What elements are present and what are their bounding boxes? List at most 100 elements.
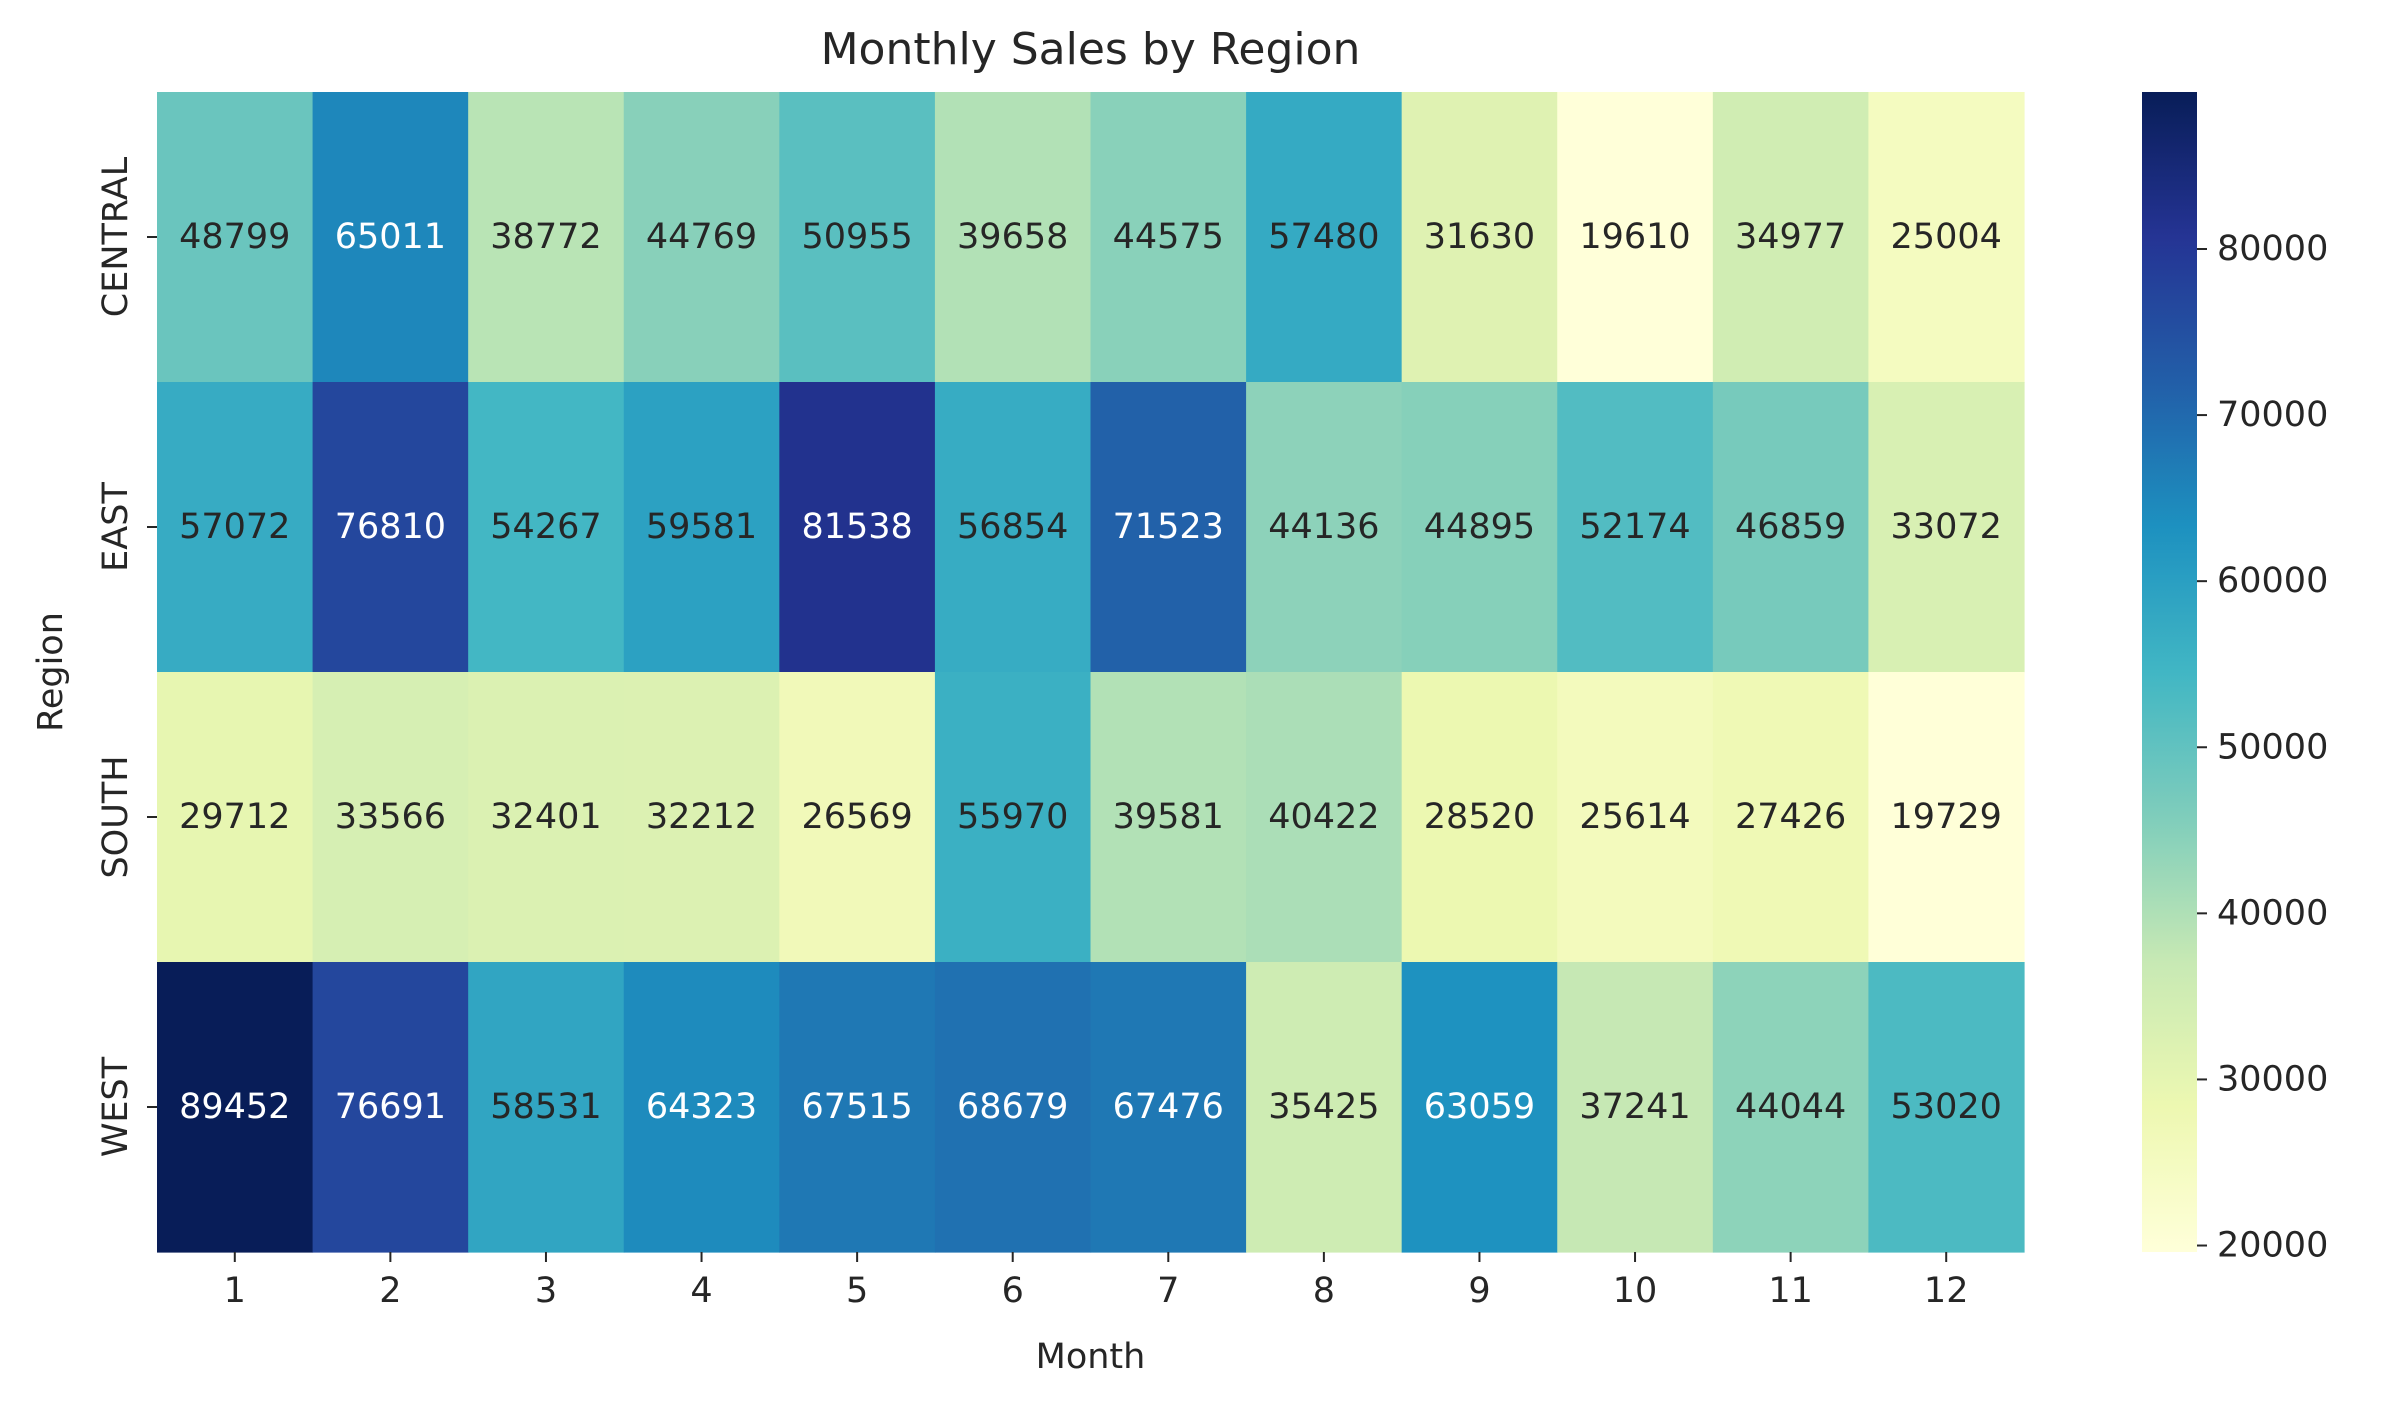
cell-value-label: 52174 xyxy=(1579,507,1690,547)
heatmap-cell xyxy=(779,672,936,963)
heatmap-cell xyxy=(1868,382,2025,673)
heatmap-cell xyxy=(934,672,1092,963)
x-tick-label: 12 xyxy=(1924,1271,1969,1311)
cell-value-label: 33072 xyxy=(1891,507,2002,547)
cell-value-label: 44136 xyxy=(1268,507,1379,547)
heatmap-cell xyxy=(934,382,1092,673)
heatmap-cell xyxy=(1401,382,1558,673)
cell-value-label: 39581 xyxy=(1113,797,1224,837)
x-tick-label: 1 xyxy=(224,1271,246,1311)
heatmap-cell xyxy=(1712,382,1870,673)
cell-value-label: 32212 xyxy=(646,797,757,837)
cell-value-label: 76691 xyxy=(335,1087,446,1127)
y-tick-label: WEST xyxy=(96,1056,136,1157)
cell-value-label: 71523 xyxy=(1113,507,1224,547)
cell-value-label: 67515 xyxy=(801,1087,912,1127)
cell-value-label: 50955 xyxy=(801,217,912,257)
cell-value-label: 76810 xyxy=(335,507,446,547)
heatmap-cell xyxy=(312,962,469,1253)
colorbar: 20000 30000 40000 50000 60000 70000 80000 xyxy=(2142,92,2328,1266)
heatmap-cell xyxy=(157,382,314,673)
heatmap-cell xyxy=(779,382,936,673)
colorbar-tick-label: 40000 xyxy=(2217,893,2328,933)
heatmap-cell xyxy=(1557,672,1714,963)
cell-value-label: 26569 xyxy=(801,797,912,837)
cell-value-label: 25614 xyxy=(1579,797,1690,837)
y-axis-label: Region xyxy=(31,612,71,732)
cell-value-label: 37241 xyxy=(1579,1087,1690,1127)
heatmap-cell xyxy=(1246,382,1403,673)
heatmap-cell xyxy=(1401,672,1558,963)
heatmap-cell xyxy=(312,672,469,963)
colorbar-tick-label: 20000 xyxy=(2217,1226,2328,1266)
cell-value-label: 65011 xyxy=(335,217,446,257)
y-axis-ticks: CENTRAL EAST SOUTH WEST xyxy=(96,156,157,1157)
chart-title: Monthly Sales by Region xyxy=(821,24,1361,75)
heatmap-cell xyxy=(1557,962,1714,1253)
heatmap-cell xyxy=(623,962,780,1253)
cell-value-label: 67476 xyxy=(1113,1087,1224,1127)
heatmap-cell xyxy=(1246,962,1403,1253)
cell-value-label: 63059 xyxy=(1424,1087,1535,1127)
heatmap-cell xyxy=(1246,672,1403,963)
heatmap-cells: 48799 65011 38772 44769 50955 39658 44575 57480… xyxy=(157,92,2025,1253)
cell-value-label: 39658 xyxy=(957,217,1068,257)
cell-value-label: 46859 xyxy=(1735,507,1846,547)
cell-value-label: 29712 xyxy=(179,797,290,837)
y-tick-label: CENTRAL xyxy=(96,156,136,317)
heatmap-cell xyxy=(1246,92,1403,383)
x-axis-ticks: 1 2 3 4 5 6 7 8 9 10 11 12 xyxy=(224,1252,1969,1311)
heatmap-cell xyxy=(934,92,1092,383)
cell-value-label: 81538 xyxy=(801,507,912,547)
colorbar-gradient xyxy=(2142,92,2197,1252)
heatmap-cell xyxy=(1557,382,1714,673)
cell-value-label: 68679 xyxy=(957,1087,1068,1127)
cell-value-label: 44895 xyxy=(1424,507,1535,547)
cell-value-label: 54267 xyxy=(490,507,601,547)
y-tick-label: SOUTH xyxy=(96,755,136,878)
cell-value-label: 64323 xyxy=(646,1087,757,1127)
x-tick-label: 6 xyxy=(1002,1271,1024,1311)
heatmap-cell xyxy=(1712,672,1870,963)
cell-value-label: 48799 xyxy=(179,217,290,257)
heatmap-cell xyxy=(312,92,469,383)
heatmap-cell xyxy=(468,382,625,673)
colorbar-tick-label: 30000 xyxy=(2217,1059,2328,1099)
heatmap-cell xyxy=(157,962,314,1253)
cell-value-label: 19729 xyxy=(1891,797,2002,837)
cell-value-label: 32401 xyxy=(490,797,601,837)
x-tick-label: 2 xyxy=(379,1271,401,1311)
heatmap-cell xyxy=(468,962,625,1253)
cell-value-label: 53020 xyxy=(1891,1087,2002,1127)
heatmap-cell xyxy=(1090,672,1247,963)
cell-value-label: 57072 xyxy=(179,507,290,547)
cell-value-label: 25004 xyxy=(1891,217,2002,257)
heatmap-cell xyxy=(468,92,625,383)
heatmap-cell xyxy=(157,672,314,963)
heatmap-cell xyxy=(1557,92,1714,383)
colorbar-tick-label: 70000 xyxy=(2217,395,2328,435)
x-tick-label: 9 xyxy=(1468,1271,1490,1311)
cell-value-label: 19610 xyxy=(1579,217,1690,257)
cell-value-label: 89452 xyxy=(179,1087,290,1127)
x-axis-label: Month xyxy=(1036,1337,1146,1377)
cell-value-label: 44769 xyxy=(646,217,757,257)
colorbar-tick-label: 80000 xyxy=(2217,229,2328,269)
heatmap-cell xyxy=(468,672,625,963)
heatmap-cell xyxy=(1868,962,2025,1253)
x-tick-label: 4 xyxy=(690,1271,712,1311)
cell-value-label: 38772 xyxy=(490,217,601,257)
cell-value-label: 59581 xyxy=(646,507,757,547)
heatmap-cell xyxy=(1868,672,2025,963)
heatmap-cell xyxy=(623,672,780,963)
cell-value-label: 35425 xyxy=(1268,1087,1379,1127)
heatmap-cell xyxy=(1868,92,2025,383)
heatmap-cell xyxy=(312,382,469,673)
cell-value-label: 27426 xyxy=(1735,797,1846,837)
heatmap-cell xyxy=(157,92,314,383)
cell-value-label: 57480 xyxy=(1268,217,1379,257)
x-tick-label: 7 xyxy=(1157,1271,1179,1311)
x-tick-label: 3 xyxy=(535,1271,557,1311)
cell-value-label: 28520 xyxy=(1424,797,1535,837)
